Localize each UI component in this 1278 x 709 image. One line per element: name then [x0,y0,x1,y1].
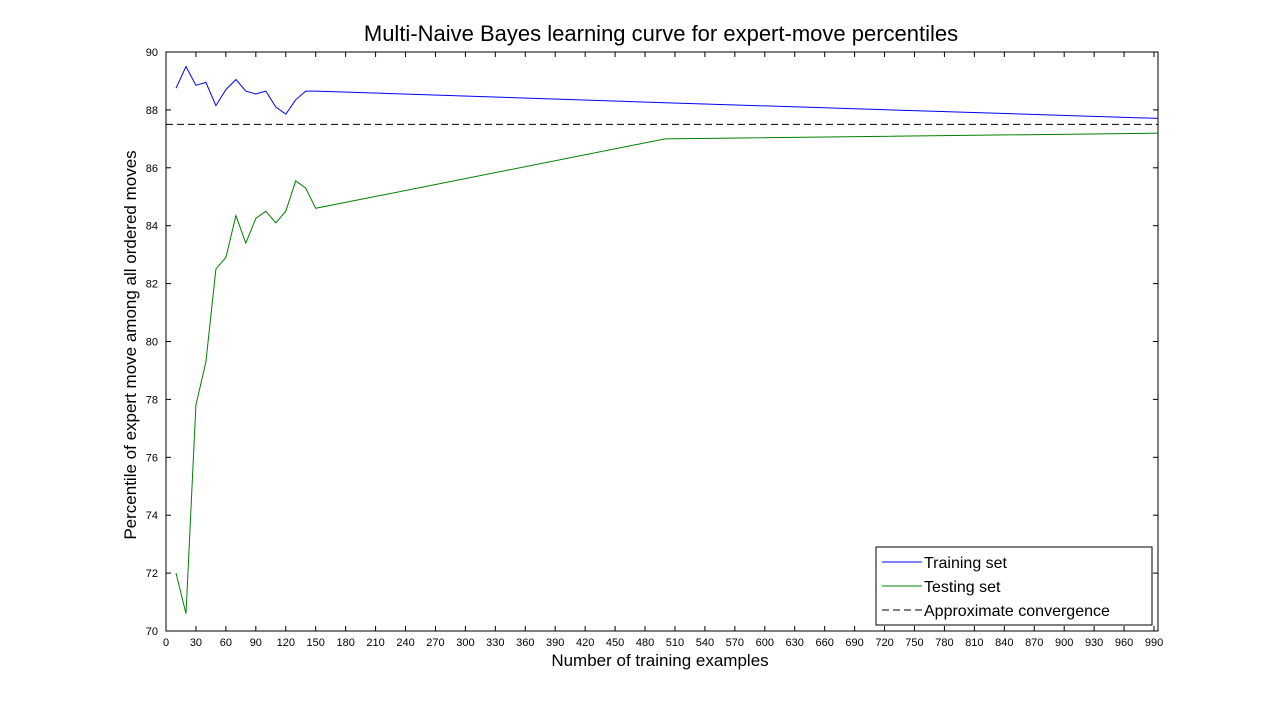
x-tick-label: 600 [756,637,774,649]
legend-label: Testing set [924,579,1001,596]
x-tick-label: 360 [516,637,534,649]
x-tick-label: 510 [666,637,684,649]
plot-area: 0 30 60 90 120 150 180 210 240 270 300 330 360 390 420… [146,47,1163,649]
x-tick-label: 480 [636,637,654,649]
x-tick-label: 900 [1055,637,1073,649]
x-tick-label: 780 [935,637,953,649]
x-tick-label: 750 [905,637,923,649]
y-tick-label: 78 [146,394,158,406]
x-tick-label: 570 [726,637,744,649]
x-tick-label: 210 [366,637,384,649]
y-tick-label: 86 [146,163,158,175]
y-tick-label: 70 [146,626,158,638]
x-tick-label: 450 [606,637,624,649]
legend-label: Approximate convergence [924,603,1110,620]
legend: Training set Testing set Approximate conve… [875,546,1153,626]
y-tick-label: 90 [146,47,158,59]
x-tick-label: 690 [845,637,863,649]
series-line-1 [175,65,1158,119]
chart-title: Multi-Naive Bayes learning curve for exp… [364,21,958,46]
x-tick-label: 390 [546,637,564,649]
x-tick-label: 960 [1115,637,1133,649]
x-tick-label: 150 [307,637,325,649]
x-tick-label: 720 [875,637,893,649]
legend-label: Training set [924,555,1008,572]
x-tick-label: 660 [815,637,833,649]
x-tick-label: 300 [456,637,474,649]
x-tick-label: 30 [190,637,202,649]
x-tick-label: 420 [576,637,594,649]
y-tick-label: 88 [146,105,158,117]
x-tick-label: 180 [336,637,354,649]
x-tick-label: 330 [486,637,504,649]
y-tick-label: 80 [146,337,158,349]
x-tick-label: 930 [1085,637,1103,649]
x-tick-label: 90 [250,637,262,649]
x-tick-label: 270 [426,637,444,649]
x-tick-label: 60 [220,637,232,649]
x-axis-title: Number of training examples [551,651,768,670]
x-tick-label: 120 [277,637,295,649]
x-tick-label: 810 [965,637,983,649]
y-tick-label: 72 [146,568,158,580]
x-tick-label: 630 [786,637,804,649]
x-tick-label: 540 [696,637,714,649]
x-tick-label: 0 [163,637,169,649]
x-tick-label: 840 [995,637,1013,649]
y-tick-label: 76 [146,452,158,464]
x-tick-label: 990 [1145,637,1163,649]
y-axis-ticks: 70 72 74 76 78 80 82 84 86 88 90 [146,47,1158,638]
x-tick-label: 870 [1025,637,1043,649]
y-tick-label: 74 [146,510,158,522]
y-tick-label: 82 [146,279,158,291]
series-group [166,65,1158,614]
y-tick-label: 84 [146,221,158,233]
x-axis-ticks: 0 30 60 90 120 150 180 210 240 270 300 330 360 390 420… [163,52,1163,649]
x-tick-label: 240 [396,637,414,649]
y-axis-title: Percentile of expert move among all orde… [121,150,140,539]
series-line-2 [175,132,1158,614]
